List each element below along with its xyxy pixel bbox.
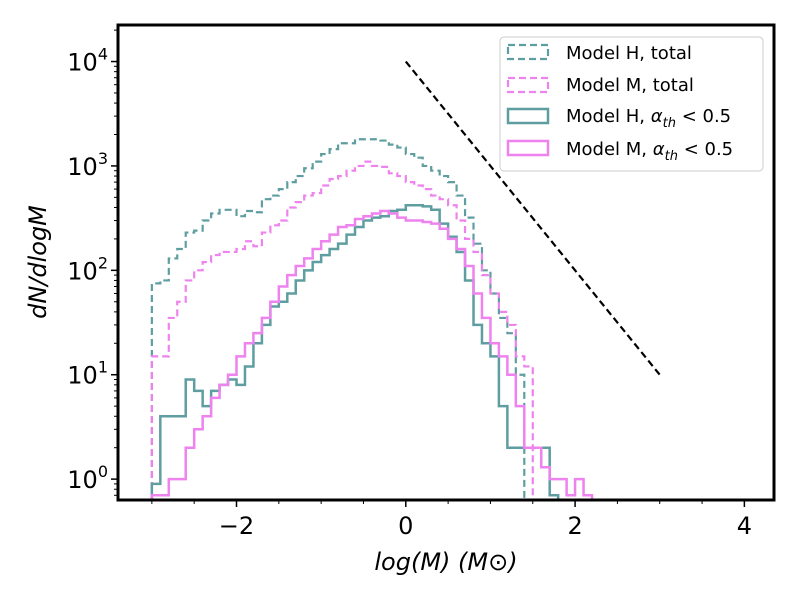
reference-line-layer (404, 60, 661, 376)
legend-label-h-low: Model H, αth < 0.5 (566, 106, 731, 131)
reference-slope-line (404, 60, 661, 376)
x-tick-label: 2 (567, 512, 582, 540)
legend-box (499, 36, 764, 172)
y-tick-label: 100 (67, 462, 108, 494)
x-axis-label: log(M) (M⊙) (374, 548, 517, 576)
legend-label-h-low-sub: th (663, 116, 676, 131)
legend-label-m-low: Model M, αth < 0.5 (566, 139, 733, 164)
legend-label-m-low-text: Model M, (566, 139, 653, 160)
legend-swatch-h-low (506, 107, 550, 125)
x-tick-label: 0 (398, 512, 413, 540)
x-tick-label: 4 (737, 512, 752, 540)
legend-swatch-m-total (506, 76, 550, 94)
y-tick-label: 102 (67, 253, 108, 285)
legend-label-m-low-tail: < 0.5 (678, 139, 733, 160)
legend-label-m-low-sub: th (665, 149, 678, 164)
legend: Model H, total Model M, total Model H, α… (499, 36, 764, 172)
legend-label-h-low-text: Model H, (566, 106, 651, 127)
y-tick-label: 104 (67, 45, 108, 77)
y-tick-label: 103 (67, 149, 108, 181)
y-axis-label: dN/dlogM (24, 205, 52, 319)
legend-swatch-m-low (506, 139, 550, 157)
legend-label-m-low-alpha: α (653, 139, 665, 160)
series-h-total (150, 138, 526, 500)
ticks-layer: −2 0 2 4 100 101 102 103 104 (67, 29, 752, 540)
plot-frame (116, 23, 776, 502)
series-layer (150, 138, 594, 500)
series-m-total (150, 160, 534, 500)
legend-label-m-total: Model M, total (566, 75, 694, 96)
y-tick-label: 101 (67, 358, 108, 390)
series-m-low (150, 209, 594, 500)
legend-label-h-low-alpha: α (651, 106, 663, 127)
x-tick-label: −2 (219, 512, 254, 540)
legend-label-h-total: Model H, total (566, 43, 692, 64)
legend-label-h-low-tail: < 0.5 (676, 106, 731, 127)
legend-swatch-h-total (506, 43, 550, 61)
